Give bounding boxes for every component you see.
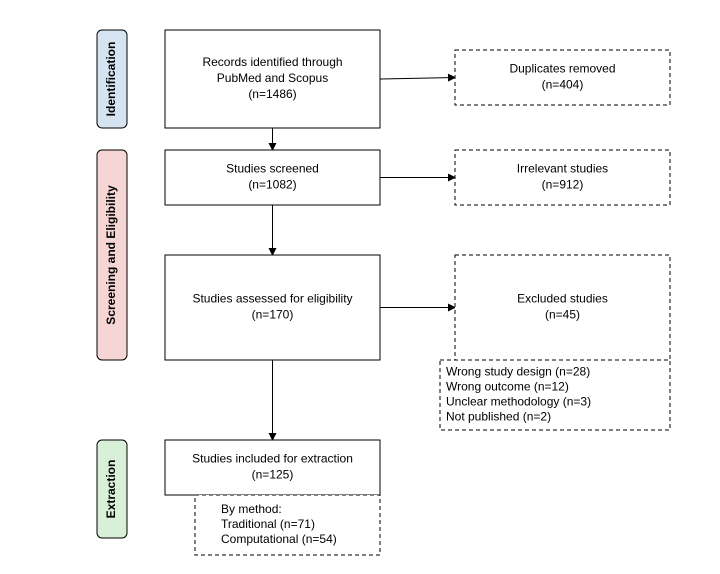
node-excluded-line-1: (n=45) — [545, 308, 580, 322]
node-assessed-line-0: Studies assessed for eligibility — [192, 292, 352, 306]
node-exclude_reasons-line-2: Unclear methodology (n=3) — [446, 395, 591, 409]
node-excluded-line-0: Excluded studies — [517, 292, 608, 306]
node-assessed-line-1: (n=170) — [252, 308, 294, 322]
node-identified-line-2: (n=1486) — [248, 87, 296, 101]
node-included-line-1: (n=125) — [252, 468, 294, 482]
flowchart-canvas: Identification Screening and Eligibility E… — [0, 0, 720, 574]
phase-label-identification: Identification — [104, 42, 118, 117]
node-by_method-line-2: Computational (n=54) — [221, 532, 337, 546]
node-screened-line-0: Studies screened — [226, 162, 319, 176]
phase-label-screening: Screening and Eligibility — [104, 185, 118, 325]
phase-label-extraction: Extraction — [104, 460, 118, 519]
node-duplicates-line-1: (n=404) — [542, 78, 584, 92]
node-screened-line-1: (n=1082) — [248, 178, 296, 192]
node-by_method-line-1: Traditional (n=71) — [221, 517, 315, 531]
node-included-line-0: Studies included for extraction — [192, 452, 353, 466]
node-exclude_reasons-line-1: Wrong outcome (n=12) — [446, 380, 569, 394]
node-irrelevant-line-0: Irrelevant studies — [517, 162, 608, 176]
arrow-identified-to-duplicates — [380, 78, 455, 80]
node-by_method-line-0: By method: — [221, 502, 282, 516]
node-irrelevant-line-1: (n=912) — [542, 178, 584, 192]
node-duplicates-line-0: Duplicates removed — [509, 62, 615, 76]
node-identified-line-0: Records identified through — [202, 55, 342, 69]
node-exclude_reasons-line-3: Not published (n=2) — [446, 410, 551, 424]
node-identified-line-1: PubMed and Scopus — [217, 71, 328, 85]
node-exclude_reasons-line-0: Wrong study design (n=28) — [446, 365, 590, 379]
